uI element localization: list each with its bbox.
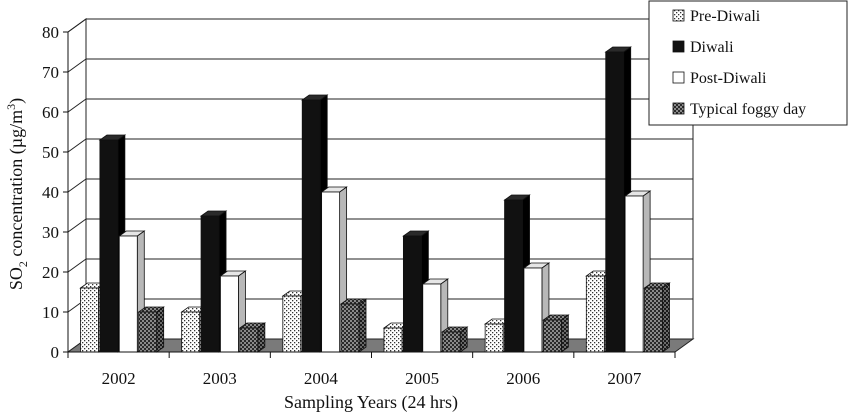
bars-group — [79, 46, 671, 353]
gridline-side — [67, 98, 87, 113]
y-tick-label: 30 — [42, 223, 59, 242]
bar-2004-typical-foggy-day — [339, 298, 368, 353]
bar-2002-diwali — [98, 134, 127, 353]
gridlines — [67, 18, 693, 313]
legend-swatch — [672, 40, 685, 53]
x-tick-label: 2004 — [304, 369, 339, 388]
y-tick-label: 0 — [51, 343, 60, 362]
y-tick-label: 70 — [42, 63, 59, 82]
gridline-side — [67, 18, 87, 33]
y-tick-label: 40 — [42, 183, 59, 202]
bar-2005-typical-foggy-day — [440, 326, 469, 353]
axes-group — [63, 31, 676, 358]
y-tick-labels: 0 10 20 30 40 50 60 70 80 — [42, 23, 59, 362]
bar-2003-typical-foggy-day — [238, 322, 267, 353]
legend-swatch — [672, 9, 685, 22]
x-tick-label: 2006 — [506, 369, 540, 388]
legend-label: Post-Diwali — [690, 70, 767, 87]
x-tick-label: 2007 — [607, 369, 642, 388]
bar-2007-typical-foggy-day — [643, 282, 671, 353]
y-tick-label: 50 — [42, 143, 59, 162]
y-tick-label: 20 — [42, 263, 59, 282]
legend: Pre-Diwali Diwali Post-Diwali Typical foggy… — [648, 0, 848, 126]
y-axis-title-subscript: 2 — [16, 261, 30, 267]
bar-2002-typical-foggy-day — [137, 306, 165, 353]
x-tick-label: 2005 — [405, 369, 439, 388]
y-axis-title-close: ) — [6, 98, 27, 104]
legend-entry-post-diwali: Post-Diwali — [672, 70, 767, 87]
y-axis-title-superscript: 3 — [4, 104, 18, 110]
gridline-side — [67, 138, 87, 153]
legend-label: Typical foggy day — [690, 101, 806, 118]
x-axis-title: Sampling Years (24 hrs) — [284, 392, 458, 413]
y-tick-label: 60 — [42, 103, 59, 122]
y-tick-label: 10 — [42, 303, 59, 322]
bar-2006-typical-foggy-day — [542, 314, 570, 353]
y-axis-title-main: SO — [6, 267, 26, 290]
legend-label: Pre-Diwali — [690, 8, 761, 25]
legend-entry-diwali: Diwali — [672, 39, 734, 56]
x-tick-label: 2003 — [203, 369, 237, 388]
x-tick-labels: 2002 2003 2004 2005 2006 2007 — [102, 369, 642, 388]
y-axis-title-unit: concentration (µg/m — [6, 110, 27, 261]
gridline-side — [67, 178, 87, 193]
gridline-side — [67, 58, 87, 73]
legend-entry-typical-foggy-day: Typical foggy day — [672, 101, 806, 118]
gridline-side — [67, 218, 87, 233]
y-tick-label: 80 — [42, 23, 59, 42]
legend-swatch — [672, 102, 685, 115]
legend-entry-pre-diwali: Pre-Diwali — [672, 8, 761, 25]
bar-2007-post-diwali — [623, 190, 652, 353]
legend-swatch — [672, 71, 685, 84]
x-tick-label: 2002 — [102, 369, 136, 388]
legend-label: Diwali — [690, 39, 734, 56]
gridline-side — [67, 258, 87, 273]
y-axis-title: SO2 concentration (µg/m3) — [4, 98, 30, 290]
